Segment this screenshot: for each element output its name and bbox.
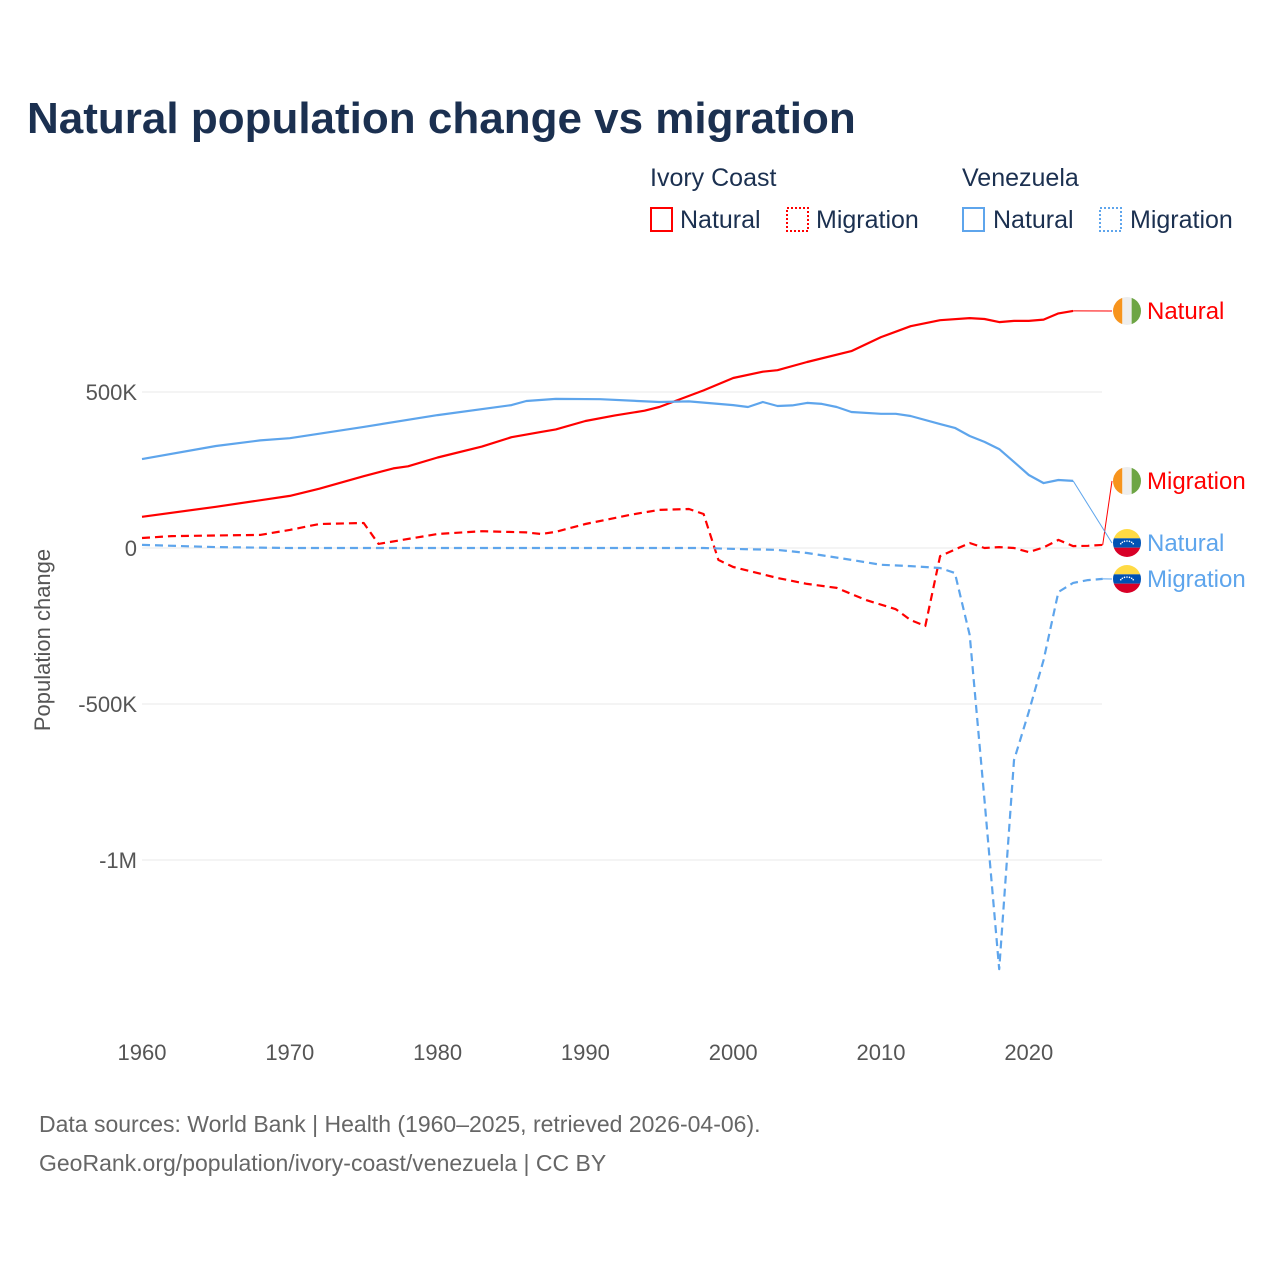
series-end-label: Natural: [1147, 298, 1224, 325]
legend-item-label[interactable]: Migration: [816, 206, 919, 234]
footer-sources: Data sources: World Bank | Health (1960–…: [39, 1111, 761, 1137]
ivory-coast-flag-icon: [1113, 297, 1141, 325]
y-tick-label: -500K: [78, 692, 137, 717]
legend-item-label[interactable]: Natural: [680, 206, 761, 234]
x-tick-label: 1990: [561, 1040, 610, 1065]
footer-link[interactable]: GeoRank.org/population/ivory-coast/venez…: [39, 1150, 606, 1176]
legend-swatch: [962, 207, 985, 232]
ivory-coast-flag-icon: [1113, 467, 1141, 495]
series-lines: [141, 309, 1103, 971]
legend-swatch: [650, 207, 673, 232]
legend-group-title: Ivory Coast: [650, 164, 776, 192]
chart-title: Natural population change vs migration: [27, 94, 856, 143]
series-line: [141, 397, 1074, 485]
end-labels: Natural Migration Natural Migration: [1072, 297, 1246, 593]
x-axis: 1960 1970 1980 1990 2000 2010 2020: [118, 1040, 1054, 1065]
series-line: [141, 507, 1103, 628]
gridlines: [142, 391, 1102, 861]
series-end-label: Migration: [1147, 566, 1246, 593]
legend-item-label[interactable]: Migration: [1130, 206, 1233, 234]
x-tick-label: 2020: [1004, 1040, 1053, 1065]
x-tick-label: 1970: [265, 1040, 314, 1065]
y-axis: 500K 0 -500K -1M: [78, 380, 137, 873]
legend-item-label[interactable]: Natural: [993, 206, 1074, 234]
y-tick-label: -1M: [99, 848, 137, 873]
y-tick-label: 0: [125, 536, 137, 561]
venezuela-flag-icon: [1113, 529, 1141, 557]
end-connector: [1072, 480, 1113, 544]
y-axis-label: Population change: [30, 549, 55, 731]
x-tick-label: 1980: [413, 1040, 462, 1065]
legend-swatch: [786, 207, 809, 232]
y-tick-label: 500K: [86, 380, 138, 405]
x-tick-label: 2010: [857, 1040, 906, 1065]
legend-swatch: [1099, 207, 1122, 232]
venezuela-flag-icon: [1113, 565, 1141, 593]
x-tick-label: 1960: [118, 1040, 167, 1065]
series-end-label: Migration: [1147, 468, 1246, 495]
series-line: [141, 309, 1074, 518]
legend: Ivory Coast Natural Migration Venezuela Natu…: [650, 164, 1233, 234]
legend-group-title: Venezuela: [962, 164, 1079, 192]
series-end-label: Natural: [1147, 530, 1224, 557]
series-line: [141, 543, 1103, 971]
end-connector: [1102, 480, 1113, 545]
x-tick-label: 2000: [709, 1040, 758, 1065]
